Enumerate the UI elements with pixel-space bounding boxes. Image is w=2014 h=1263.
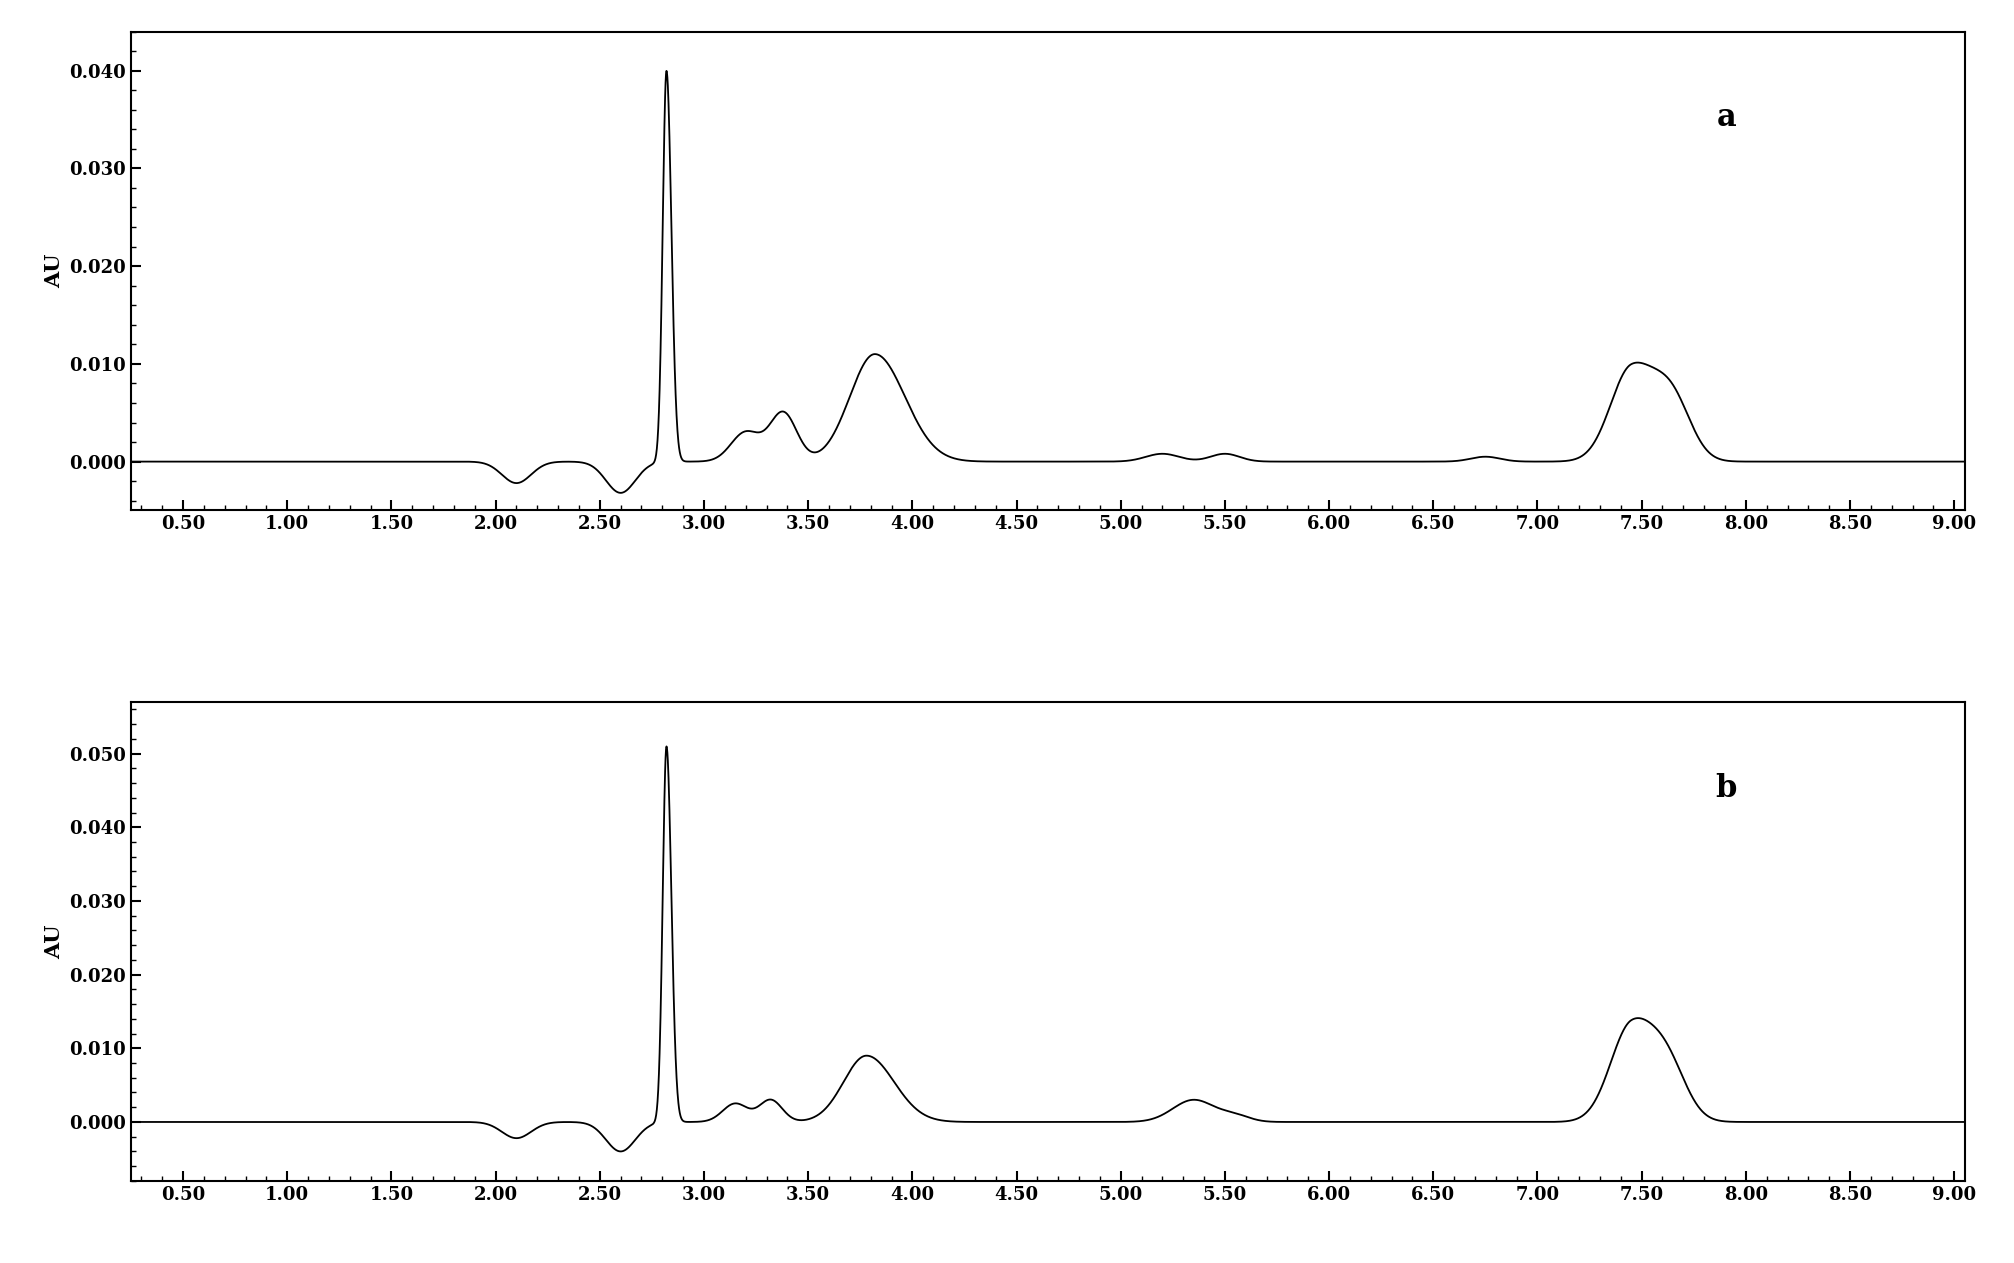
Y-axis label: AU: AU (44, 925, 64, 959)
Text: a: a (1716, 102, 1736, 134)
Y-axis label: AU: AU (44, 254, 64, 288)
Text: b: b (1714, 773, 1736, 803)
